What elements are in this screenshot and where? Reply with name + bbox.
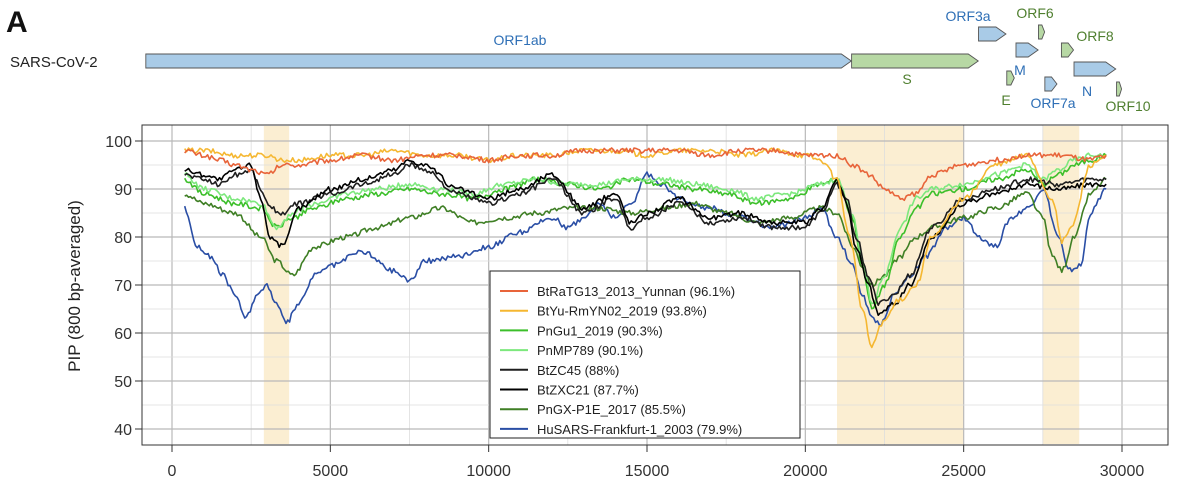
x-tick-label: 30000 bbox=[1100, 463, 1145, 480]
gene-label: N bbox=[1082, 83, 1092, 99]
gene-arrow bbox=[1060, 42, 1075, 58]
x-tick-label: 15000 bbox=[625, 463, 670, 480]
gene-label: ORF7a bbox=[1030, 95, 1075, 111]
series-line bbox=[184, 147, 1107, 349]
x-axis: 0 5000 10000 15000 20000 25000 30000 bbox=[168, 445, 1145, 480]
gene-label: ORF10 bbox=[1105, 98, 1150, 114]
series-lines bbox=[183, 147, 1107, 349]
gene-label: ORF8 bbox=[1076, 28, 1114, 44]
y-tick-label: 90 bbox=[114, 182, 132, 199]
panel-label: A bbox=[6, 6, 28, 39]
series-line bbox=[184, 152, 1107, 305]
gene-label: M bbox=[1014, 62, 1026, 78]
gene-arrow bbox=[1073, 61, 1117, 77]
gene-arrow bbox=[978, 26, 1007, 42]
series-line bbox=[184, 162, 1107, 307]
x-tick-label: 0 bbox=[168, 463, 177, 480]
y-tick-label: 100 bbox=[105, 134, 132, 151]
legend-entry: BtZC45 (88%) bbox=[537, 363, 619, 378]
y-tick-label: 60 bbox=[114, 326, 132, 343]
legend-entry: BtRaTG13_2013_Yunnan (96.1%) bbox=[537, 284, 735, 299]
legend-entry: PnGX-P1E_2017 (85.5%) bbox=[537, 402, 686, 417]
gene-arrow bbox=[1116, 81, 1123, 97]
x-tick-label: 20000 bbox=[783, 463, 828, 480]
y-axis-label: PIP (800 bp-averaged) bbox=[65, 200, 84, 372]
gene-arrow bbox=[1038, 24, 1046, 40]
gene-arrow bbox=[1015, 42, 1039, 58]
x-tick-label: 25000 bbox=[941, 463, 986, 480]
gene-label: ORF6 bbox=[1016, 5, 1054, 21]
y-tick-label: 70 bbox=[114, 278, 132, 295]
legend-entry: PnMP789 (90.1%) bbox=[537, 343, 643, 358]
x-tick-label: 10000 bbox=[466, 463, 511, 480]
gene-label: ORF1ab bbox=[494, 32, 547, 48]
gene-arrow bbox=[1044, 76, 1058, 92]
legend-box bbox=[489, 270, 801, 439]
legend: BtRaTG13_2013_Yunnan (96.1%) BtYu-RmYN02_… bbox=[489, 270, 801, 439]
gene-arrow bbox=[851, 53, 980, 69]
genome-map: SARS-CoV-2 ORF1ab S ORF3a EM ORF6 ORF7a ORF8 NO… bbox=[10, 5, 1151, 114]
series-line bbox=[184, 159, 1107, 316]
legend-entry: BtZXC21 (87.7%) bbox=[537, 383, 639, 398]
series-line bbox=[184, 176, 1107, 287]
gene-arrow bbox=[1006, 70, 1015, 86]
legend-entry: BtYu-RmYN02_2019 (93.8%) bbox=[537, 304, 707, 319]
y-tick-label: 80 bbox=[114, 230, 132, 247]
y-tick-label: 50 bbox=[114, 374, 132, 391]
y-axis: 40 50 60 70 80 90 100 bbox=[105, 134, 142, 439]
series-line bbox=[184, 147, 1107, 202]
gene-label: E bbox=[1001, 92, 1010, 108]
genome-name: SARS-CoV-2 bbox=[10, 54, 98, 71]
legend-entry: HuSARS-Frankfurt-1_2003 (79.9%) bbox=[537, 422, 742, 437]
legend-entry: PnGu1_2019 (90.3%) bbox=[537, 323, 663, 338]
gene-label: S bbox=[902, 71, 911, 87]
y-tick-label: 40 bbox=[114, 422, 132, 439]
gene-arrow bbox=[145, 53, 853, 69]
gene-label: ORF3a bbox=[945, 8, 990, 24]
x-tick-label: 5000 bbox=[313, 463, 349, 480]
